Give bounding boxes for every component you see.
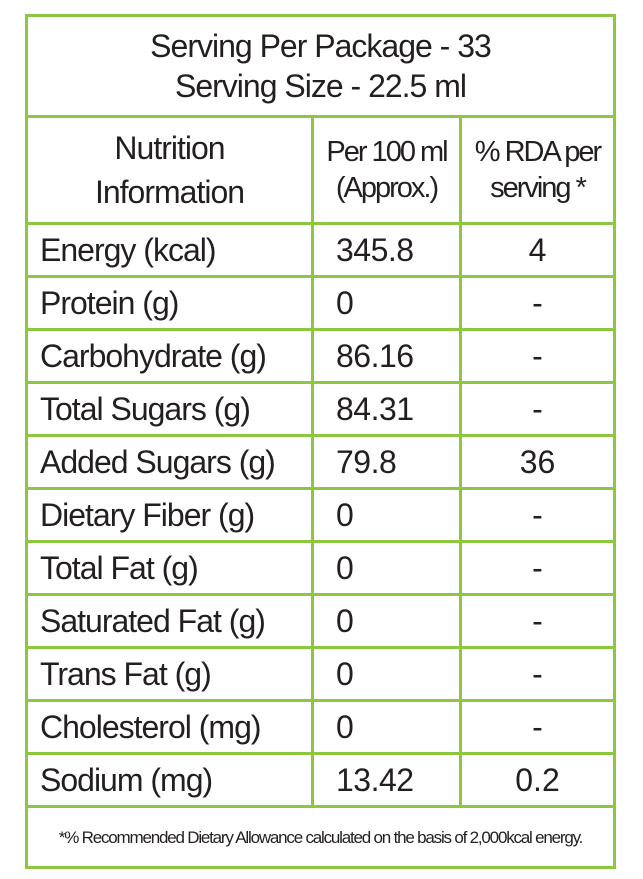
per100-value: 84.31 [314, 384, 462, 434]
per100-value: 345.8 [314, 225, 462, 275]
nutrient-name: Trans Fat (g) [28, 649, 314, 699]
rda-header-line2: serving * [490, 172, 587, 204]
nutrient-name: Total Sugars (g) [28, 384, 314, 434]
nutrient-column-header: Nutrition Information [28, 118, 314, 222]
nutrient-name: Dietary Fiber (g) [28, 490, 314, 540]
nutrient-name: Cholesterol (mg) [28, 702, 314, 752]
table-row: Total Sugars (g) 84.31 - [28, 384, 613, 437]
nutrient-name: Total Fat (g) [28, 543, 314, 593]
nutrient-name: Energy (kcal) [28, 225, 314, 275]
rda-value: 0.2 [515, 761, 560, 798]
serving-header: Serving Per Package - 33 Serving Size - … [28, 17, 613, 118]
rda-value: 36 [519, 443, 556, 480]
nutrient-header-line1: Nutrition [114, 130, 225, 166]
table-row: Sodium (mg) 13.42 0.2 [28, 755, 613, 808]
per100-value: 86.16 [314, 331, 462, 381]
nutrition-panel: Serving Per Package - 33 Serving Size - … [25, 14, 616, 869]
rda-value: - [532, 284, 543, 321]
nutrient-name: Protein (g) [28, 278, 314, 328]
per100-header-line2: (Approx.) [335, 172, 439, 204]
table-row: Cholesterol (mg) 0 - [28, 702, 613, 755]
table-row: Energy (kcal) 345.8 4 [28, 225, 613, 278]
rda-value: - [532, 549, 543, 586]
table-row: Dietary Fiber (g) 0 - [28, 490, 613, 543]
per100-value: 79.8 [314, 437, 462, 487]
serving-size: Serving Size - 22.5 ml [174, 68, 467, 104]
rda-value: 4 [528, 231, 547, 268]
per100-value: 0 [314, 278, 462, 328]
per100-value: 13.42 [314, 755, 462, 805]
rda-value: - [532, 496, 543, 533]
table-row: Protein (g) 0 - [28, 278, 613, 331]
rda-value: - [532, 602, 543, 639]
per100-value: 0 [314, 649, 462, 699]
per100-value: 0 [314, 596, 462, 646]
nutrient-name: Saturated Fat (g) [28, 596, 314, 646]
servings-per-package: Serving Per Package - 33 [150, 28, 492, 64]
rda-value: - [532, 337, 543, 374]
per100-value: 0 [314, 702, 462, 752]
nutrient-header-line2: Information [94, 174, 245, 210]
table-row: Added Sugars (g) 79.8 36 [28, 437, 613, 490]
column-header-row: Nutrition Information Per 100 ml (Approx… [28, 118, 613, 225]
rda-value: - [532, 655, 543, 692]
table-row: Trans Fat (g) 0 - [28, 649, 613, 702]
per100-value: 0 [314, 490, 462, 540]
per100-column-header: Per 100 ml (Approx.) [314, 118, 462, 222]
rda-footnote: *% Recommended Dietary Allowance calcula… [58, 828, 584, 847]
table-row: Saturated Fat (g) 0 - [28, 596, 613, 649]
rda-header-line1: % RDA per [474, 136, 602, 168]
nutrient-name: Carbohydrate (g) [28, 331, 314, 381]
table-row: Total Fat (g) 0 - [28, 543, 613, 596]
per100-header-line1: Per 100 ml [326, 136, 448, 168]
rda-value: - [532, 390, 543, 427]
nutrient-name: Sodium (mg) [28, 755, 314, 805]
nutrient-name: Added Sugars (g) [28, 437, 314, 487]
nutrient-rows: Energy (kcal) 345.8 4 Protein (g) 0- Carbohyd… [28, 225, 613, 808]
rda-column-header: % RDA per serving * [462, 118, 613, 222]
rda-value: - [532, 708, 543, 745]
table-row: Carbohydrate (g) 86.16 - [28, 331, 613, 384]
per100-value: 0 [314, 543, 462, 593]
